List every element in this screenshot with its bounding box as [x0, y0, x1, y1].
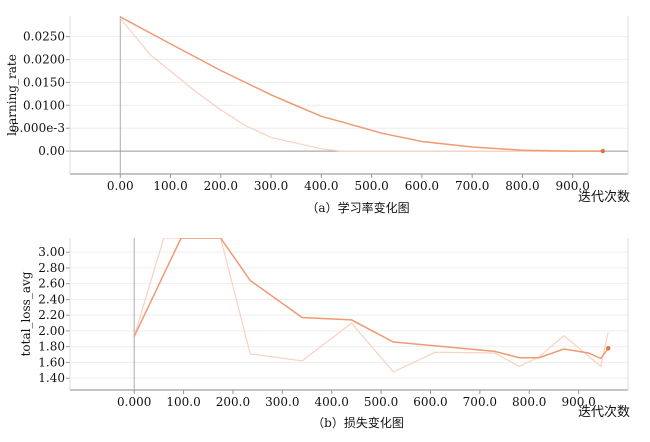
- y-tick-label: 3.00: [38, 245, 65, 259]
- y-tick-label: 0.00: [38, 144, 65, 158]
- y-axis-label: total_loss_avg: [19, 271, 33, 356]
- series-line-raw: [133, 238, 609, 373]
- x-tick-label: 400.0: [315, 395, 349, 409]
- series-end-point: [606, 346, 611, 351]
- y-tick-label: 5.000e-3: [12, 121, 65, 135]
- x-tick-label: 200.0: [216, 395, 250, 409]
- y-tick-label: 2.80: [38, 261, 65, 275]
- x-tick-label: 900.0: [561, 395, 595, 409]
- y-tick-label: 0.0100: [23, 98, 65, 112]
- y-tick-label: 2.20: [38, 308, 65, 322]
- x-tick-label: 800.0: [505, 179, 539, 193]
- chart-a: 0.00 5.000e-3 0.0100 0.0150 0.0200 0.0250 0.00…: [5, 16, 630, 215]
- series-line-raw: [119, 17, 603, 152]
- x-tick-label: 100.0: [153, 179, 187, 193]
- y-tick-label: 1.80: [38, 340, 65, 354]
- series-end-point: [600, 148, 606, 154]
- series-line-smoothed: [119, 16, 603, 152]
- x-tick-label: 300.0: [265, 395, 299, 409]
- chart-caption: （a）学习率变化图: [306, 200, 409, 215]
- y-tick-label: 1.60: [38, 355, 65, 369]
- chart-caption: （b）损失变化图: [312, 415, 404, 430]
- x-tick-label: 600.0: [413, 395, 447, 409]
- x-tick-label: 400.0: [304, 179, 338, 193]
- x-tick-label: 500.0: [354, 179, 388, 193]
- y-tick-label: 2.40: [38, 292, 65, 306]
- x-axis-label: 迭代次数: [578, 189, 630, 205]
- x-tick-label: 700.0: [455, 179, 489, 193]
- x-tick-label: 0.000: [117, 395, 151, 409]
- y-tick-label: 0.0150: [23, 75, 65, 89]
- y-tick-label: 2.60: [38, 277, 65, 291]
- x-tick-label: 0.00: [107, 179, 134, 193]
- x-tick-label: 500.0: [364, 395, 398, 409]
- x-tick-label: 200.0: [204, 179, 238, 193]
- y-tick-label: 0.0200: [23, 53, 65, 67]
- y-axis-label: learning_rate: [5, 54, 19, 136]
- x-tick-label: 900.0: [556, 179, 590, 193]
- y-tick-label: 1.40: [38, 371, 65, 385]
- x-tick-label: 100.0: [166, 395, 200, 409]
- y-tick-label: 0.0250: [23, 30, 65, 44]
- chart-b: 1.40 1.601.80 2.00 2.20 2.402.60 2.80 3.00 0.00…: [19, 238, 630, 430]
- x-axis-label: 迭代次数: [578, 404, 630, 420]
- series-line-smoothed: [133, 238, 609, 360]
- x-tick-label: 300.0: [254, 179, 288, 193]
- x-tick-label: 600.0: [405, 179, 439, 193]
- x-tick-label: 700.0: [463, 395, 497, 409]
- y-tick-label: 2.00: [38, 324, 65, 338]
- x-tick-label: 800.0: [512, 395, 546, 409]
